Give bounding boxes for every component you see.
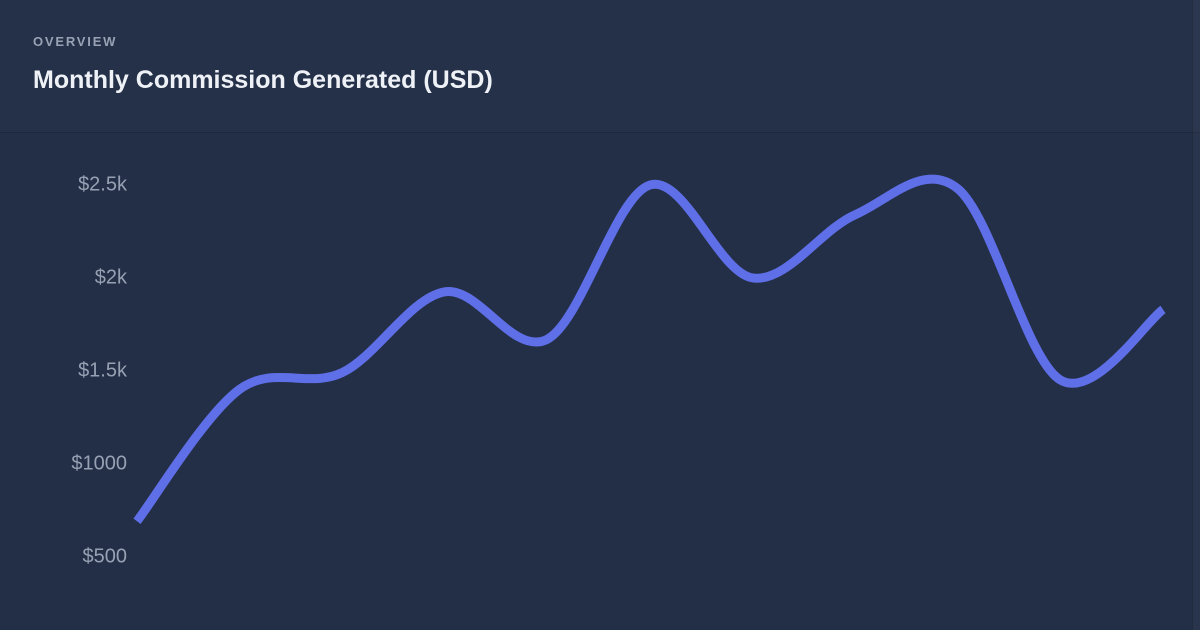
y-axis-tick-label: $2.5k [78,173,127,196]
y-axis-tick-label: $500 [82,545,128,567]
page-title: Monthly Commission Generated (USD) [33,66,493,94]
y-axis-tick-label: $2k [94,266,127,289]
overview-header: OVERVIEW Monthly Commission Generated (U… [0,0,1200,132]
commission-line-series [133,174,1166,524]
y-axis-tick-label: $1.5k [78,359,127,382]
right-edge-strip [1192,0,1200,630]
eyebrow-label: OVERVIEW [33,34,118,49]
chart-card [0,132,1200,630]
y-axis-tick-label: $1000 [71,452,127,475]
